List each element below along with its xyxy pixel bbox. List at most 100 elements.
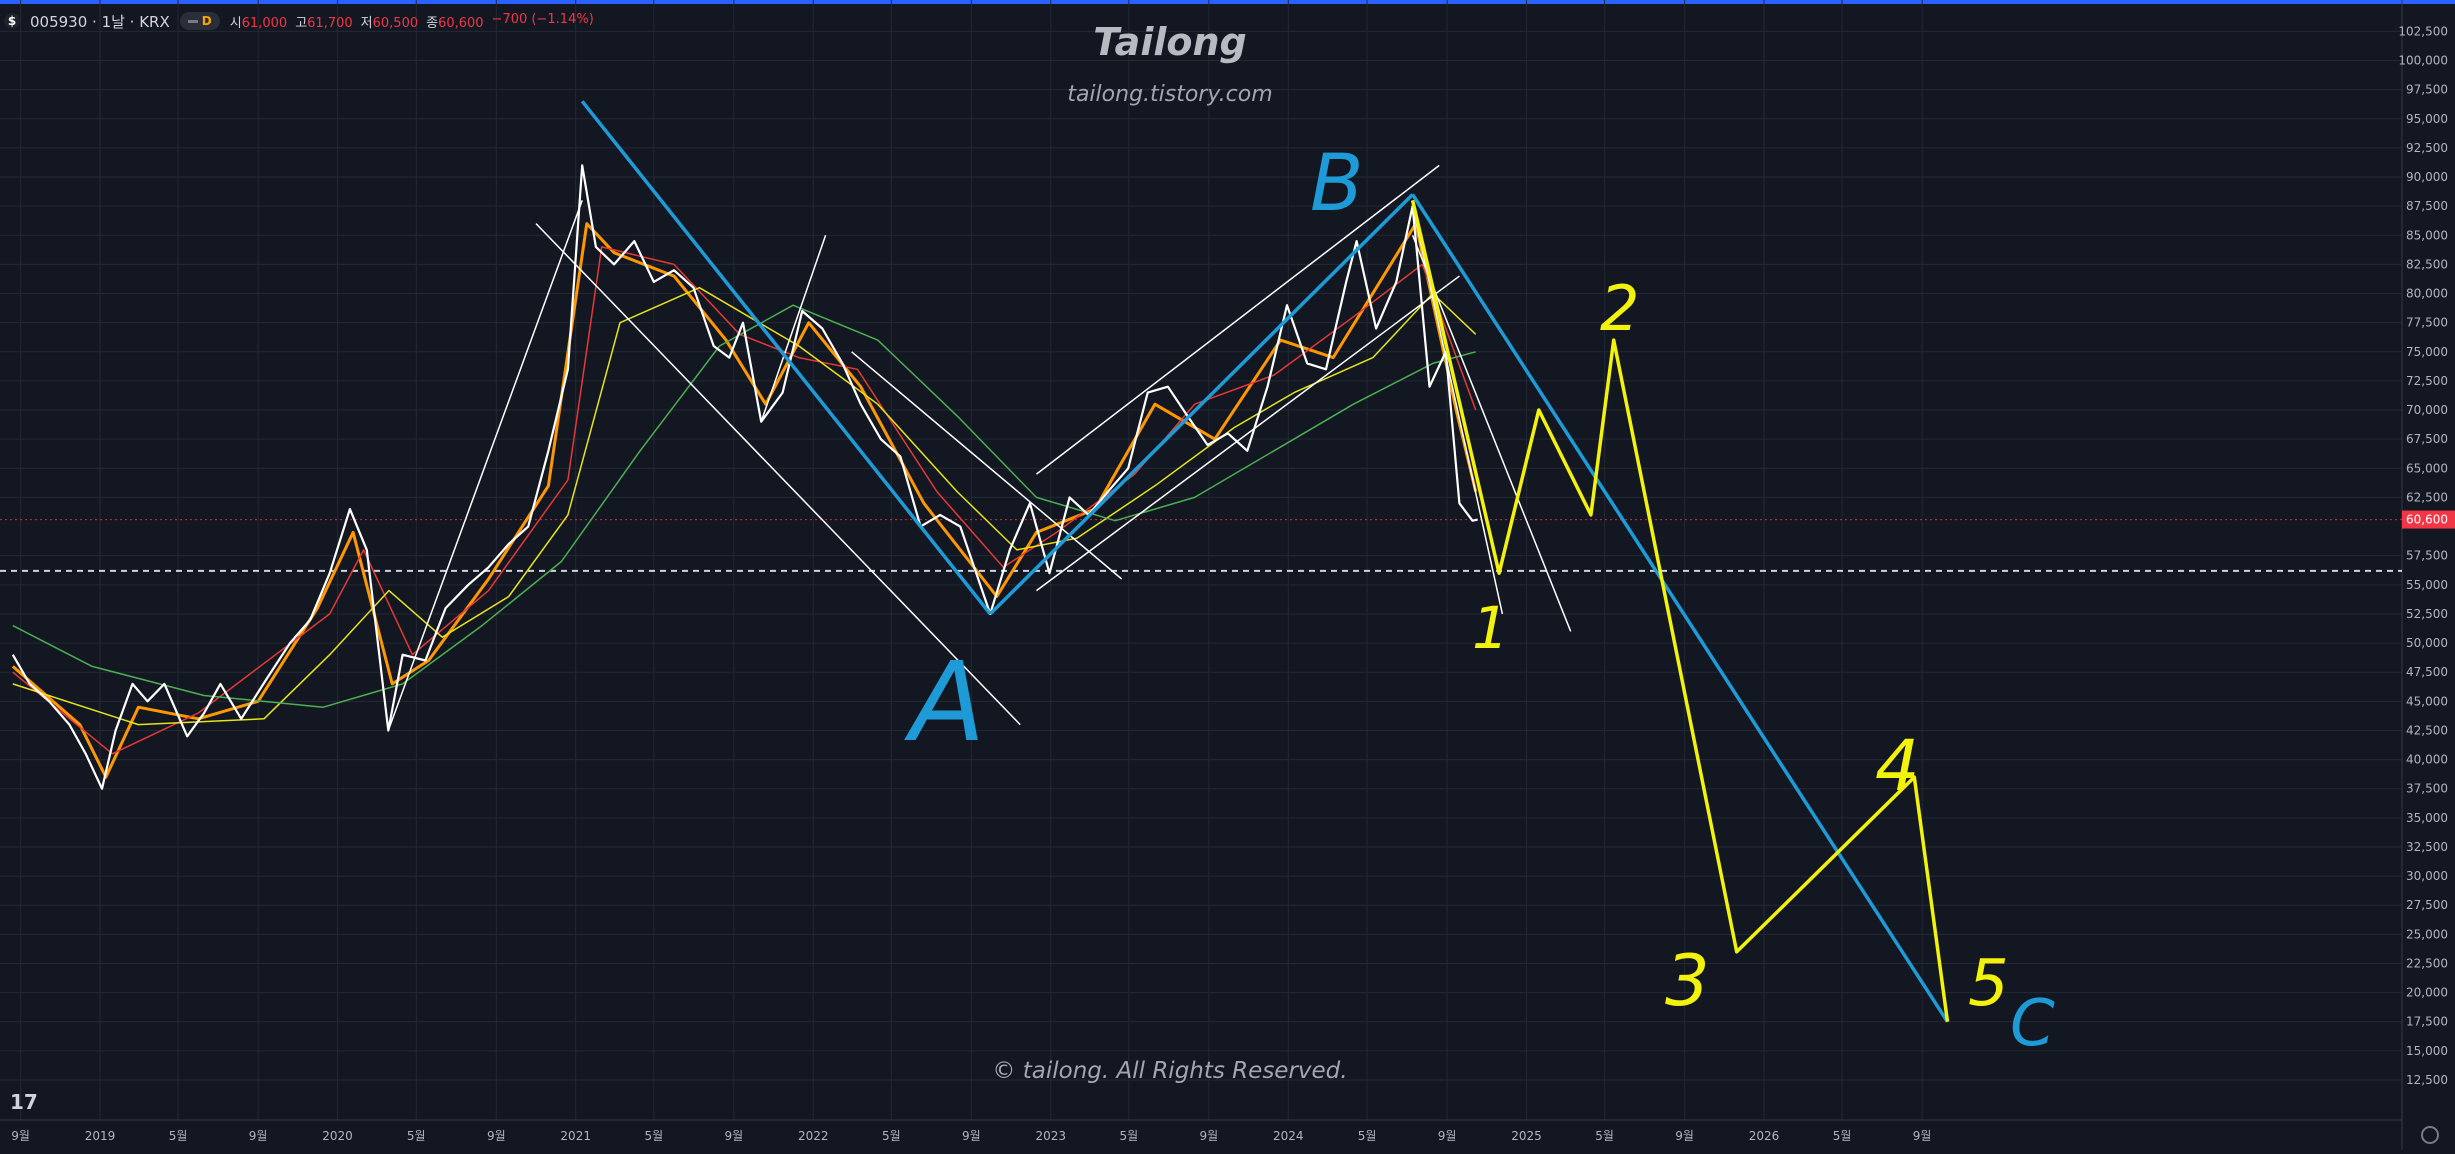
moving-average-line [12,246,1477,755]
y-tick-label: 62,500 [2406,490,2448,504]
settings-icon[interactable] [2421,1126,2439,1144]
y-tick-label: 100,000 [2398,54,2448,68]
last-price-tag [2402,510,2455,529]
y-tick-label: 82,500 [2406,257,2448,271]
x-tick-label: 5월 [1595,1129,1614,1143]
x-tick-label: 2026 [1749,1129,1780,1143]
x-tick-label: 2021 [560,1129,591,1143]
open-label: 시 [229,15,242,31]
x-tick-label: 2022 [798,1129,829,1143]
watermark-title: Tailong [1093,20,1247,64]
y-tick-label: 97,500 [2406,83,2448,97]
y-tick-label: 20,000 [2406,986,2448,1000]
watermark-copyright: © tailong. All Rights Reserved. [992,1058,1348,1084]
x-tick-label: 5월 [644,1129,663,1143]
y-tick-label: 90,000 [2406,170,2448,184]
ohlc-values: 시61,000 고61,700 저60,500 종60,600 −700 (−1… [230,12,594,31]
x-tick-label: 5월 [1120,1129,1139,1143]
x-tick-label: 9월 [962,1129,981,1143]
y-tick-label: 52,500 [2406,607,2448,621]
tradingview-logo-icon[interactable]: 17 [10,1090,38,1114]
abc-wave-line [580,100,992,616]
trend-line [535,223,1021,726]
y-tick-label: 57,500 [2406,549,2448,563]
y-tick-label: 95,000 [2406,112,2448,126]
high-value: 61,700 [307,15,353,31]
y-tick-label: 50,000 [2406,636,2448,650]
interval-label: D [201,14,212,28]
x-tick-label: 5월 [407,1129,426,1143]
abc-wave-line [989,193,1414,616]
y-tick-label: 15,000 [2406,1044,2448,1058]
y-tick-label: 102,500 [2398,24,2448,38]
x-tick-label: 2024 [1273,1129,1304,1143]
interval-badge[interactable]: D [179,12,220,30]
y-tick-label: 85,000 [2406,228,2448,242]
x-tick-label: 9월 [1675,1129,1694,1143]
x-tick-label: 9월 [487,1129,506,1143]
y-tick-label: 27,500 [2406,898,2448,912]
abc-wave-line [1411,193,1949,1023]
trend-line [1411,234,1572,632]
elliott-wave-path [1410,199,1950,1022]
y-tick-label: 47,500 [2406,665,2448,679]
x-tick-label: 9월 [11,1129,30,1143]
y-tick-label: 80,000 [2406,287,2448,301]
abc-label-b: B [1310,139,1364,229]
trend-line [851,351,1123,580]
x-tick-label: 9월 [1200,1129,1219,1143]
y-tick-label: 37,500 [2406,782,2448,796]
y-tick-label: 92,500 [2406,141,2448,155]
price-line [11,164,1478,790]
y-tick-label: 32,500 [2406,840,2448,854]
trend-line [760,235,827,422]
x-tick-label: 5월 [169,1129,188,1143]
symbol-legend[interactable]: $ 005930 · 1날 · KRX D 시61,000 고61,700 저6… [4,8,594,34]
moving-average-line [12,304,1476,708]
y-tick-label: 22,500 [2406,956,2448,970]
abc-label-c: C [2010,987,2055,1061]
trend-line [387,200,583,731]
y-tick-label: 35,000 [2406,811,2448,825]
y-tick-label: 75,000 [2406,345,2448,359]
y-tick-label: 42,500 [2406,723,2448,737]
watermark-site: tailong.tistory.com [1067,82,1273,107]
symbol-logo-icon: $ [4,13,20,29]
trend-line [1035,275,1460,592]
minus-icon [187,19,198,23]
wave-label-1: 1 [1472,594,1509,662]
change-value: −700 (−1.14%) [491,11,594,27]
window-top-border [0,0,2455,4]
x-tick-label: 2020 [322,1129,353,1143]
y-tick-label: 40,000 [2406,753,2448,767]
x-tick-label: 2025 [1511,1129,1542,1143]
wave-label-3: 3 [1665,940,1710,1022]
y-tick-label: 30,000 [2406,869,2448,883]
x-tick-label: 9월 [724,1129,743,1143]
high-label: 고 [295,15,308,31]
trend-line [1035,164,1440,475]
y-tick-label: 12,500 [2406,1073,2448,1087]
y-tick-label: 87,500 [2406,199,2448,213]
y-tick-label: 65,000 [2406,461,2448,475]
low-label: 저 [360,15,373,31]
last-price-label: 60,600 [2406,513,2448,527]
x-tick-label: 9월 [1438,1129,1457,1143]
x-tick-label: 2023 [1035,1129,1066,1143]
y-tick-label: 70,000 [2406,403,2448,417]
wave-label-2: 2 [1600,272,1639,345]
close-value: 60,600 [438,15,484,31]
close-label: 종 [426,15,439,31]
low-value: 60,500 [372,15,419,31]
abc-label-a: A [904,638,985,766]
wave-label-5: 5 [1968,947,2009,1021]
y-tick-label: 25,000 [2406,927,2448,941]
x-tick-label: 5월 [1358,1129,1377,1143]
open-value: 61,000 [241,15,288,31]
y-tick-label: 17,500 [2406,1015,2448,1029]
x-tick-label: 9월 [1913,1129,1932,1143]
symbol-title[interactable]: 005930 · 1날 · KRX [30,12,170,31]
